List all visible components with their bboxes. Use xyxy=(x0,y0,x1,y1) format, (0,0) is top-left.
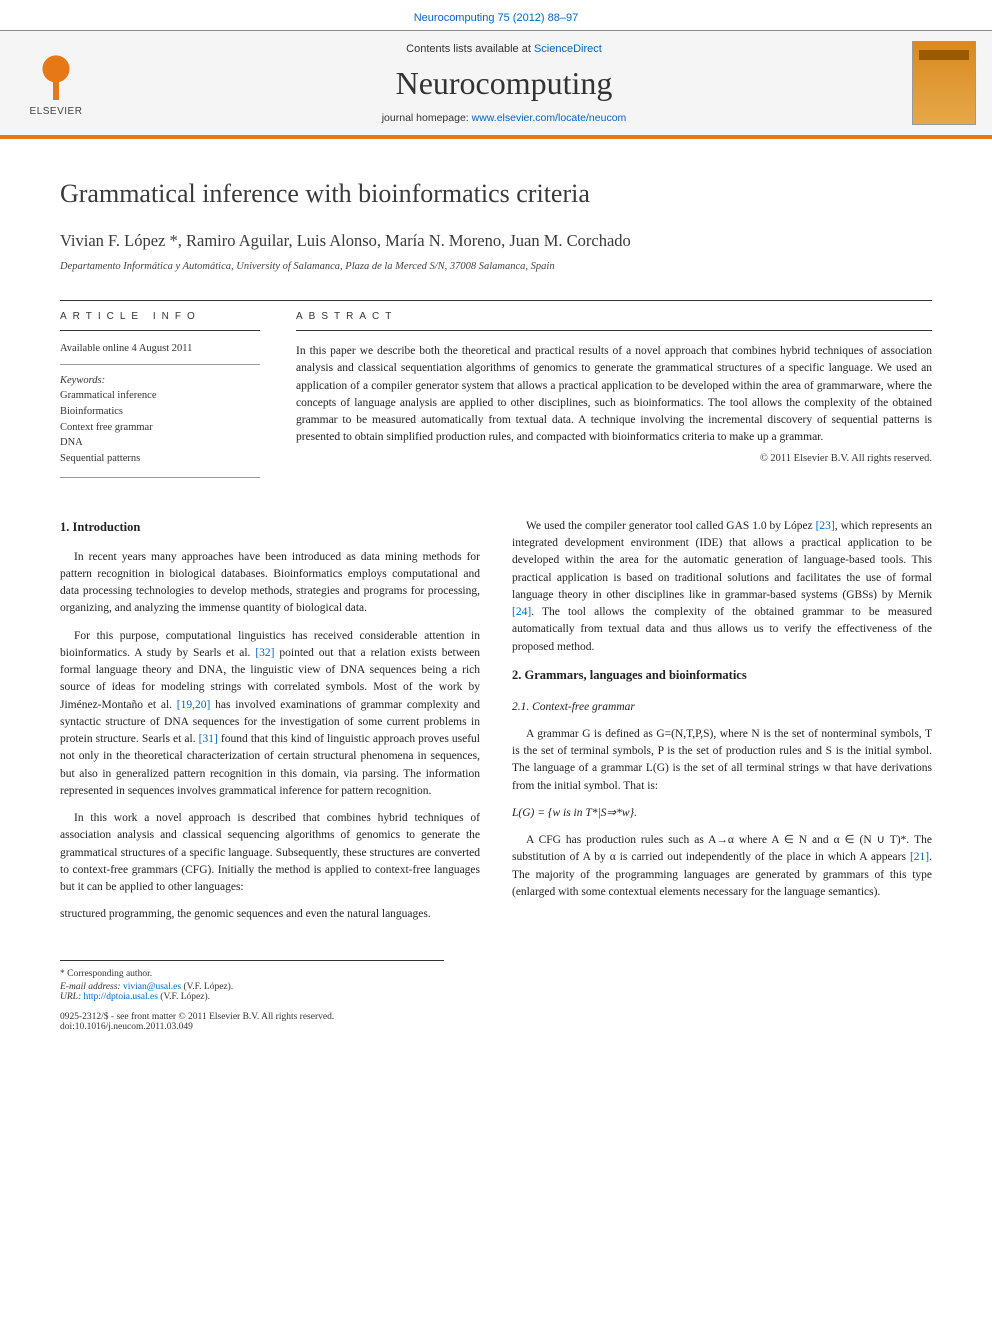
paragraph: A CFG has production rules such as A→α w… xyxy=(512,832,932,901)
paragraph: In this work a novel approach is describ… xyxy=(60,810,480,896)
keyword-item: Grammatical inference xyxy=(60,388,260,404)
author-url-link[interactable]: http://dptoia.usal.es xyxy=(84,992,158,1002)
section-2-block: 2. Grammars, languages and bioinformatic… xyxy=(512,666,932,901)
keyword-item: DNA xyxy=(60,435,260,451)
contents-available-line: Contents lists available at ScienceDirec… xyxy=(96,43,912,55)
paragraph: For this purpose, computational linguist… xyxy=(60,628,480,801)
contents-prefix: Contents lists available at xyxy=(406,43,534,55)
masthead: ELSEVIER Contents lists available at Sci… xyxy=(0,30,992,139)
homepage-prefix: journal homepage: xyxy=(382,112,472,124)
text-run: A CFG has production rules such as A→α w… xyxy=(512,834,932,863)
masthead-center: Contents lists available at ScienceDirec… xyxy=(96,43,912,124)
homepage-link[interactable]: www.elsevier.com/locate/neucom xyxy=(472,112,627,124)
doi-line: doi:10.1016/j.neucom.2011.03.049 xyxy=(60,1022,444,1032)
sciencedirect-link[interactable]: ScienceDirect xyxy=(534,43,602,55)
abstract-copyright: © 2011 Elsevier B.V. All rights reserved… xyxy=(296,453,932,464)
section-2-heading: 2. Grammars, languages and bioinformatic… xyxy=(512,666,932,685)
url-suffix: (V.F. López). xyxy=(158,992,210,1002)
keyword-item: Sequential patterns xyxy=(60,451,260,467)
paragraph: In recent years many approaches have bee… xyxy=(60,549,480,618)
abstract-text: In this paper we describe both the theor… xyxy=(296,343,932,447)
journal-homepage-line: journal homepage: www.elsevier.com/locat… xyxy=(96,112,912,124)
issn-line: 0925-2312/$ - see front matter © 2011 El… xyxy=(60,1012,444,1022)
publisher-logo: ELSEVIER xyxy=(16,50,96,117)
url-label: URL: xyxy=(60,992,84,1002)
abstract-column: ABSTRACT In this paper we describe both … xyxy=(296,301,932,478)
paragraph: We used the compiler generator tool call… xyxy=(512,518,932,656)
article-body: Grammatical inference with bioinformatic… xyxy=(0,139,992,1062)
main-text-columns: 1. Introduction In recent years many app… xyxy=(60,518,932,924)
text-run: We used the compiler generator tool call… xyxy=(526,520,816,532)
affiliation-line: Departamento Informática y Automática, U… xyxy=(60,261,932,272)
formula: L(G) = {w is in T*|S⇒*w}. xyxy=(512,805,932,822)
info-abstract-row: ARTICLE INFO Available online 4 August 2… xyxy=(60,300,932,478)
page: Neurocomputing 75 (2012) 88–97 ELSEVIER … xyxy=(0,0,992,1062)
journal-title: Neurocomputing xyxy=(96,65,912,102)
ref-link[interactable]: [19,20] xyxy=(177,699,211,711)
article-title: Grammatical inference with bioinformatic… xyxy=(60,179,932,209)
authors-line: Vivian F. López *, Ramiro Aguilar, Luis … xyxy=(60,231,932,251)
abstract-label: ABSTRACT xyxy=(296,301,932,331)
article-info-label: ARTICLE INFO xyxy=(60,301,260,331)
ref-link[interactable]: [24] xyxy=(512,606,531,618)
section-2-1-heading: 2.1. Context-free grammar xyxy=(512,699,932,716)
keyword-item: Bioinformatics xyxy=(60,404,260,420)
paragraph: A grammar G is defined as G=(N,T,P,S), w… xyxy=(512,726,932,795)
keyword-item: Context free grammar xyxy=(60,420,260,436)
ref-link[interactable]: [21] xyxy=(910,851,929,863)
publisher-name: ELSEVIER xyxy=(30,106,83,117)
corresponding-author-footer: * Corresponding author. E-mail address: … xyxy=(60,960,444,1002)
ref-link[interactable]: [31] xyxy=(199,733,218,745)
email-line: E-mail address: vivian@usal.es (V.F. Lóp… xyxy=(60,982,444,992)
email-suffix: (V.F. López). xyxy=(181,982,233,992)
section-1-heading: 1. Introduction xyxy=(60,518,480,537)
keywords-list: Grammatical inference Bioinformatics Con… xyxy=(60,388,260,478)
doi-block: 0925-2312/$ - see front matter © 2011 El… xyxy=(60,1012,444,1032)
url-line: URL: http://dptoia.usal.es (V.F. López). xyxy=(60,992,444,1002)
paragraph: structured programming, the genomic sequ… xyxy=(60,906,480,923)
email-link[interactable]: vivian@usal.es xyxy=(123,982,181,992)
elsevier-tree-icon xyxy=(29,50,83,104)
citation-line: Neurocomputing 75 (2012) 88–97 xyxy=(0,0,992,30)
text-run: . The tool allows the complexity of the … xyxy=(512,606,932,653)
ref-link[interactable]: [23] xyxy=(816,520,835,532)
keywords-label: Keywords: xyxy=(60,375,260,386)
available-online-line: Available online 4 August 2011 xyxy=(60,343,260,365)
article-info-column: ARTICLE INFO Available online 4 August 2… xyxy=(60,301,260,478)
email-label: E-mail address: xyxy=(60,982,123,992)
journal-cover-thumbnail xyxy=(912,41,976,125)
corresponding-label: * Corresponding author. xyxy=(60,969,444,979)
ref-link[interactable]: [32] xyxy=(255,647,274,659)
